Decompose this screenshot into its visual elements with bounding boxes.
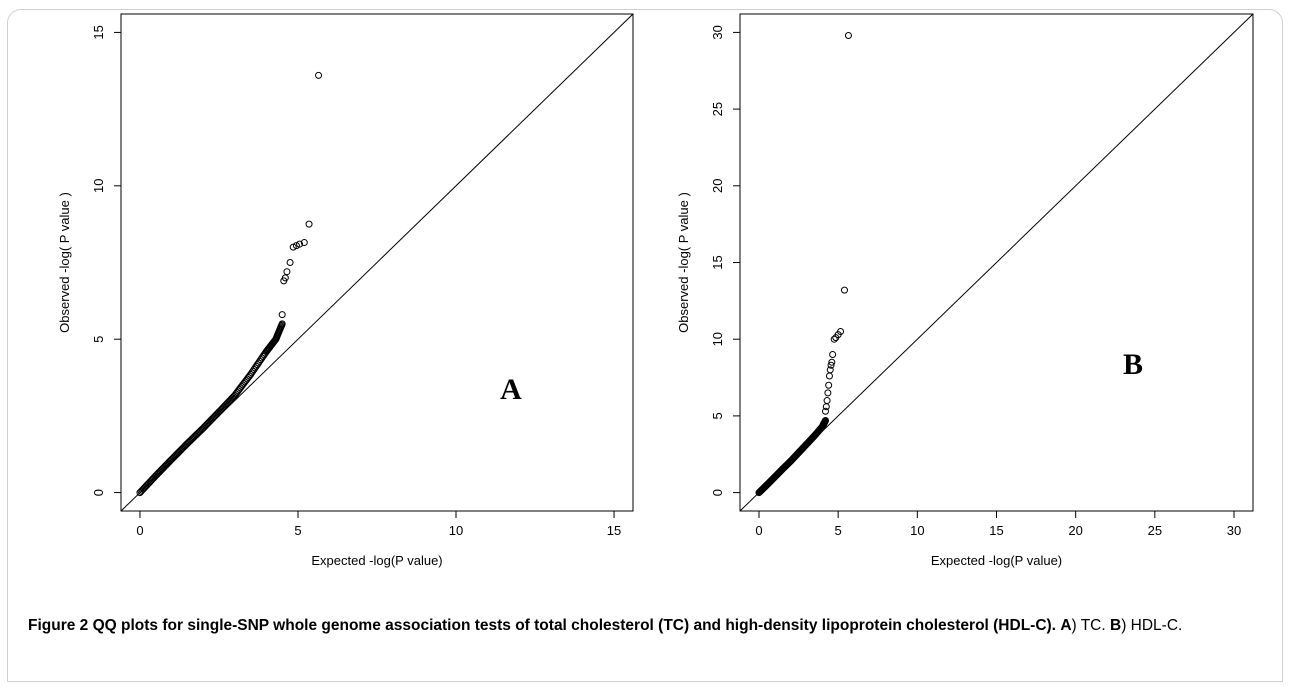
data-point: [825, 372, 833, 380]
y-tick-label: 10: [710, 332, 725, 346]
data-point: [829, 351, 837, 359]
x-axis-label: Expected -log(P value): [931, 553, 1062, 568]
y-tick-label: 15: [91, 25, 106, 39]
data-point: [305, 220, 313, 228]
x-tick-label: 10: [449, 523, 463, 538]
x-tick-label: 0: [136, 523, 143, 538]
panel-label: B: [1123, 348, 1143, 381]
data-point: [837, 328, 845, 336]
x-tick-label: 15: [989, 523, 1003, 538]
y-axis-label: Observed -log( P value ): [676, 192, 691, 333]
y-tick-label: 30: [710, 25, 725, 39]
part-b-text: ) HDL-C.: [1121, 617, 1183, 634]
data-point: [827, 361, 835, 369]
figure-label: Figure 2: [28, 617, 89, 634]
data-point: [286, 259, 294, 266]
qq-plots: 0 5 10 15 0 5 10 15 Expected -log(P value) Observ…: [57, 13, 1254, 568]
data-point: [826, 366, 834, 374]
data-point: [830, 335, 838, 343]
data-point: [822, 416, 829, 424]
x-tick-label: 5: [835, 523, 842, 538]
y-axis-label: Observed -log( P value ): [57, 192, 72, 333]
data-point: [824, 389, 832, 397]
y-tick-label: 20: [710, 179, 725, 193]
x-tick-label: 30: [1227, 523, 1241, 538]
data-point: [825, 381, 833, 389]
data-point: [828, 358, 836, 366]
x-tick-label: 5: [294, 523, 301, 538]
x-tick-label: 15: [607, 523, 621, 538]
y-tick-label: 5: [710, 412, 725, 419]
y-tick-label: 25: [710, 102, 725, 116]
data-point: [278, 320, 286, 328]
x-tick-label: 10: [910, 523, 924, 538]
data-point: [823, 397, 831, 405]
y-tick-label: 0: [710, 489, 725, 496]
data-point: [315, 71, 323, 79]
data-point: [281, 274, 289, 282]
part-a-label: A: [1060, 617, 1072, 634]
x-tick-label: 0: [755, 523, 762, 538]
reference-line: [739, 13, 1254, 512]
y-tick-label: 0: [91, 489, 106, 496]
data-point: [283, 268, 291, 276]
data-point: [278, 311, 286, 319]
panel-a-plot: 0 5 10 15 0 5 10 15 Expected -log(P value) Observ…: [57, 13, 634, 568]
y-tick-label: 15: [710, 255, 725, 269]
data-point: [844, 31, 852, 39]
figure-caption: Figure 2 QQ plots for single-SNP whole g…: [28, 614, 1268, 638]
x-tick-label: 20: [1068, 523, 1082, 538]
part-b-label: B: [1109, 617, 1122, 634]
x-axis-label: Expected -log(P value): [311, 553, 442, 568]
figure-frame: [7, 9, 1283, 682]
part-a-text: ) TC.: [1071, 617, 1106, 634]
data-point: [822, 407, 829, 415]
x-tick-label: 25: [1148, 523, 1162, 538]
panel-b-plot: 0 5 10 15 20 25 30 0 5 10 15 20 25 30 Expected -log(P …: [676, 13, 1254, 568]
panel-label: A: [500, 373, 522, 406]
y-tick-label: 5: [91, 336, 106, 343]
data-point: [841, 286, 848, 294]
figure-title: QQ plots for single-SNP whole genome ass…: [92, 617, 1056, 634]
data-point: [300, 239, 308, 247]
data-point: [296, 240, 304, 248]
y-tick-label: 10: [91, 179, 106, 193]
